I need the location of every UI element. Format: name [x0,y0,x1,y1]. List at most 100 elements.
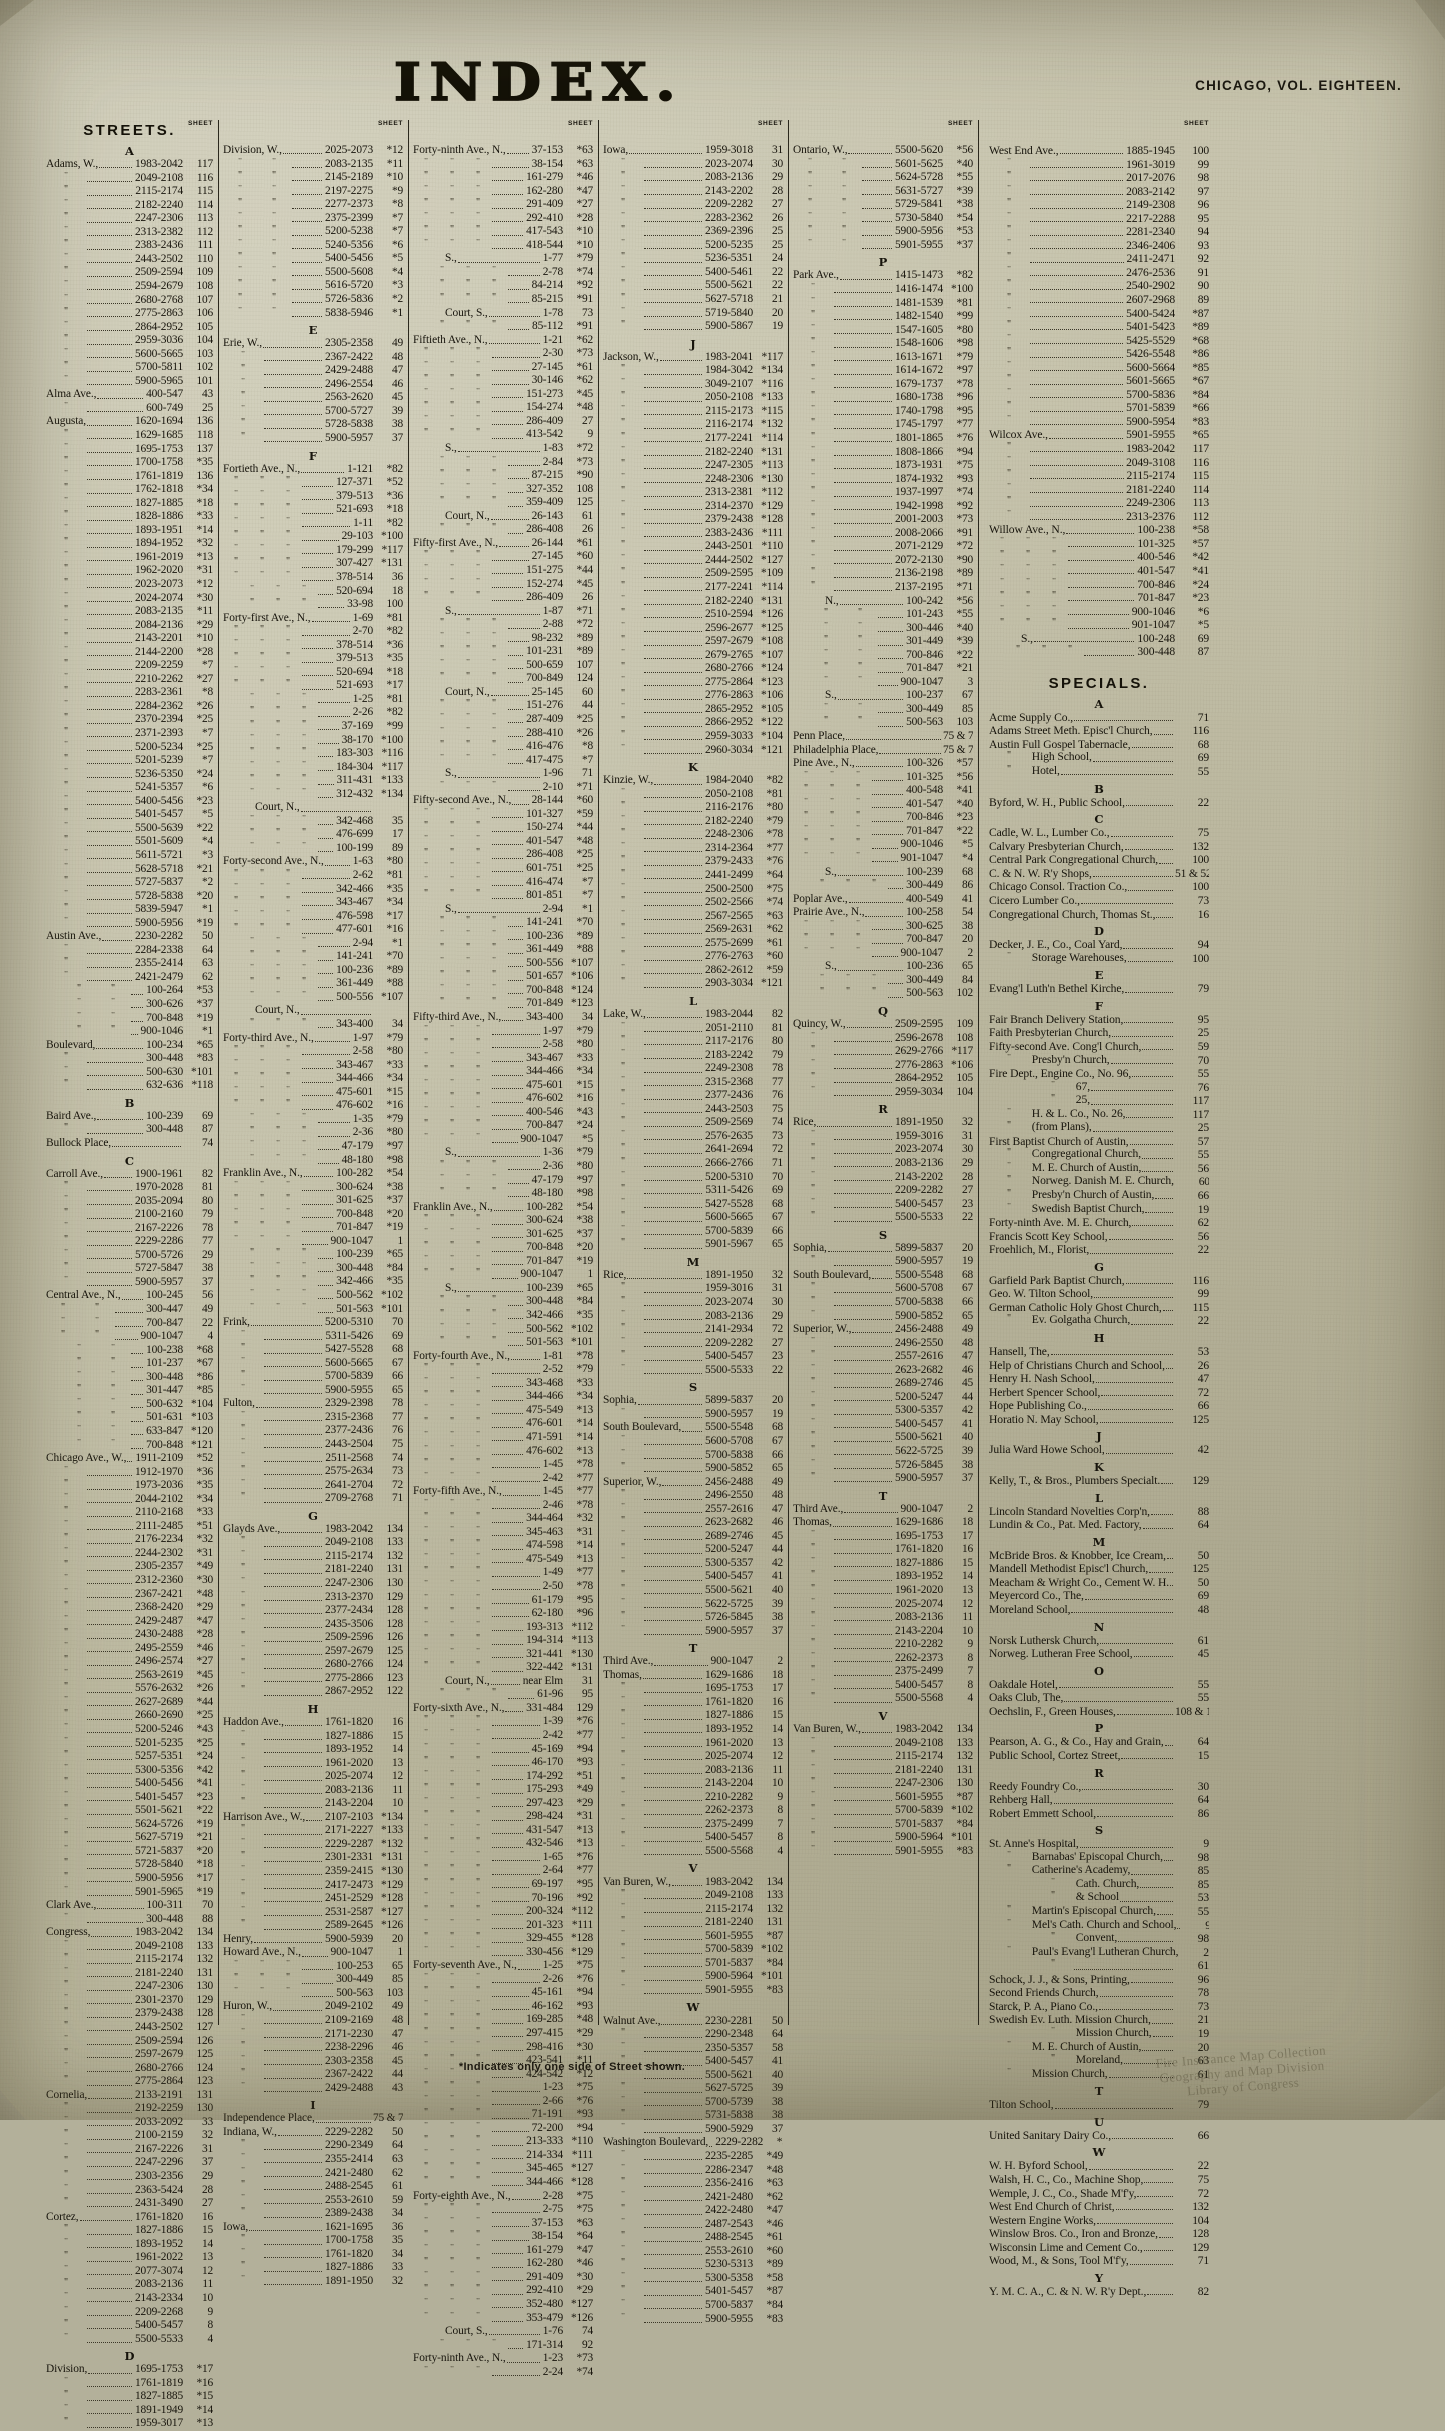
index-entry[interactable]: """1-65*76 [413,1851,593,1865]
index-entry[interactable]: "2862-2612*59 [603,964,783,978]
index-entry[interactable]: ""100-264*53 [46,984,213,998]
index-entry[interactable]: "2383-2436*111 [603,527,783,541]
index-entry[interactable]: Bullock Place,74 [46,1137,213,1151]
index-entry[interactable]: """476-602*16 [223,1099,403,1113]
index-entry[interactable]: """69-197*95 [413,1878,593,1892]
index-entry[interactable]: "2776-2763*60 [603,950,783,964]
index-entry[interactable]: """431-547*13 [413,1824,593,1838]
index-entry[interactable]: "2371-2393*7 [46,727,213,741]
index-entry[interactable]: ""500-632*104 [46,1398,213,1412]
index-entry[interactable]: """38-154*64 [413,2230,593,2244]
index-entry[interactable]: "2776-2863*106 [793,1059,973,1073]
index-entry[interactable]: """344-466*128 [413,2176,593,2190]
index-entry[interactable]: "2305-2357*49 [46,1560,213,1574]
index-entry[interactable]: "5901-5955*83 [603,1984,783,1998]
index-entry[interactable]: "5501-5609*4 [46,835,213,849]
index-entry[interactable]: """175-293*49 [413,1783,593,1797]
index-entry[interactable]: "300-448*83 [46,1052,213,1066]
index-entry[interactable]: ""300-448*86 [46,1371,213,1385]
index-entry[interactable]: """45-161*94 [413,1986,593,2000]
index-entry[interactable]: """475-549*13 [413,1404,593,1418]
index-entry[interactable]: Pine Ave., N.,100-326*57 [793,757,973,771]
index-entry[interactable]: "1959-3017*13 [46,2417,213,2431]
index-entry[interactable]: "5839-5947*1 [46,903,213,917]
index-entry[interactable]: """47-179*97 [413,1174,593,1188]
index-entry[interactable]: """46-170*93 [413,1756,593,1770]
index-entry[interactable]: "5500-5639*22 [46,822,213,836]
index-entry[interactable]: """471-591*14 [413,1431,593,1445]
index-entry[interactable]: """2-42*77 [413,1729,593,1743]
index-entry[interactable]: """700-847*24 [413,1119,593,1133]
index-entry[interactable]: "5700-5839*102 [603,1943,783,1957]
index-entry[interactable]: """344-464*32 [413,1512,593,1526]
index-entry[interactable]: Fiftieth Ave., N.,1-21*62 [413,334,593,348]
index-entry[interactable]: """300-448*84 [223,1262,403,1276]
index-entry[interactable]: "5601-5955*87 [793,1791,973,1805]
index-entry[interactable]: "2370-2394*25 [46,713,213,727]
index-entry[interactable]: "2143-2201*10 [46,632,213,646]
index-entry[interactable]: """361-449*88 [413,943,593,957]
index-entry[interactable]: "5900-5956*19 [46,917,213,931]
index-entry[interactable]: "2115-2173*115 [603,405,783,419]
index-entry[interactable]: """475-601*15 [223,1086,403,1100]
index-entry[interactable]: ""2277-2373*8 [223,198,403,212]
index-entry[interactable]: "2023-2073*12 [46,578,213,592]
index-entry[interactable]: "2050-2108*133 [603,391,783,405]
index-entry[interactable]: "3049-2107*116 [603,378,783,392]
index-entry[interactable]: """29-103*100 [223,530,403,544]
index-entry[interactable]: """500-556*107 [223,991,403,1005]
index-entry[interactable]: S.,1-83*72 [413,442,593,456]
index-entry[interactable]: """2-66*76 [413,2095,593,2109]
index-entry[interactable]: """2-24*74 [413,2366,593,2380]
index-entry[interactable]: """101-325*56 [793,771,973,785]
index-entry[interactable]: "1482-1540*99 [793,310,973,324]
index-entry[interactable]: """476-602*13 [413,1445,593,1459]
index-entry[interactable]: ""501-631*103 [46,1411,213,1425]
index-entry[interactable]: """417-475*7 [413,754,593,768]
index-entry[interactable]: """378-514*36 [223,639,403,653]
index-entry[interactable]: ""5400-5456*5 [223,252,403,266]
index-entry[interactable]: """48-180*98 [413,1187,593,1201]
